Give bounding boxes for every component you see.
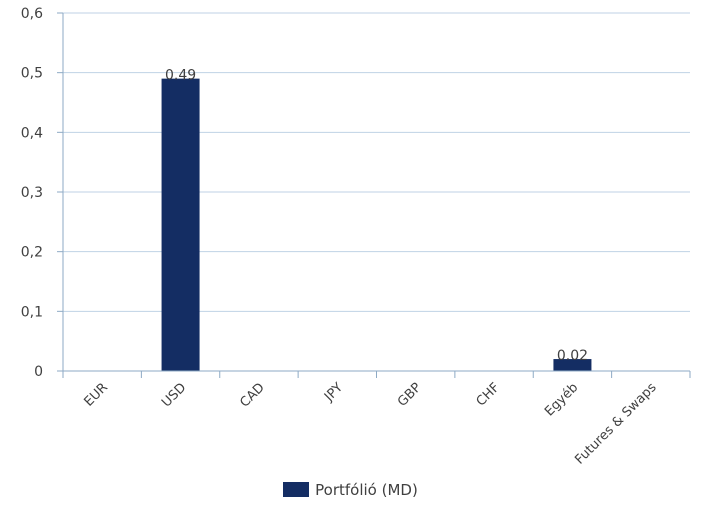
y-tick-label: 0,4 [21,125,43,141]
y-tick-label: 0 [34,364,43,380]
x-tick-label: CAD [237,380,267,410]
x-tick-label: USD [159,380,189,410]
bar [553,359,592,371]
bar [161,78,200,371]
y-tick-label: 0,1 [21,304,43,320]
legend-swatch [283,482,310,497]
x-tick-label: Egyéb [542,380,581,419]
x-tick-label: EUR [81,380,111,410]
x-tick-label: Futures & Swaps [572,380,659,467]
y-tick-label: 0,5 [21,66,43,82]
data-label: 0.02 [557,348,588,364]
x-tick-label: GBP [395,380,425,410]
legend: Portfólió (MD) [0,481,701,499]
legend-label: Portfólió (MD) [315,481,418,499]
y-tick-label: 0,2 [21,245,43,261]
y-tick-label: 0,6 [21,6,43,22]
data-label: 0.49 [165,68,196,84]
x-tick-label: JPY [321,380,346,405]
x-tick-label: CHF [474,380,503,409]
y-tick-label: 0,3 [21,185,43,201]
